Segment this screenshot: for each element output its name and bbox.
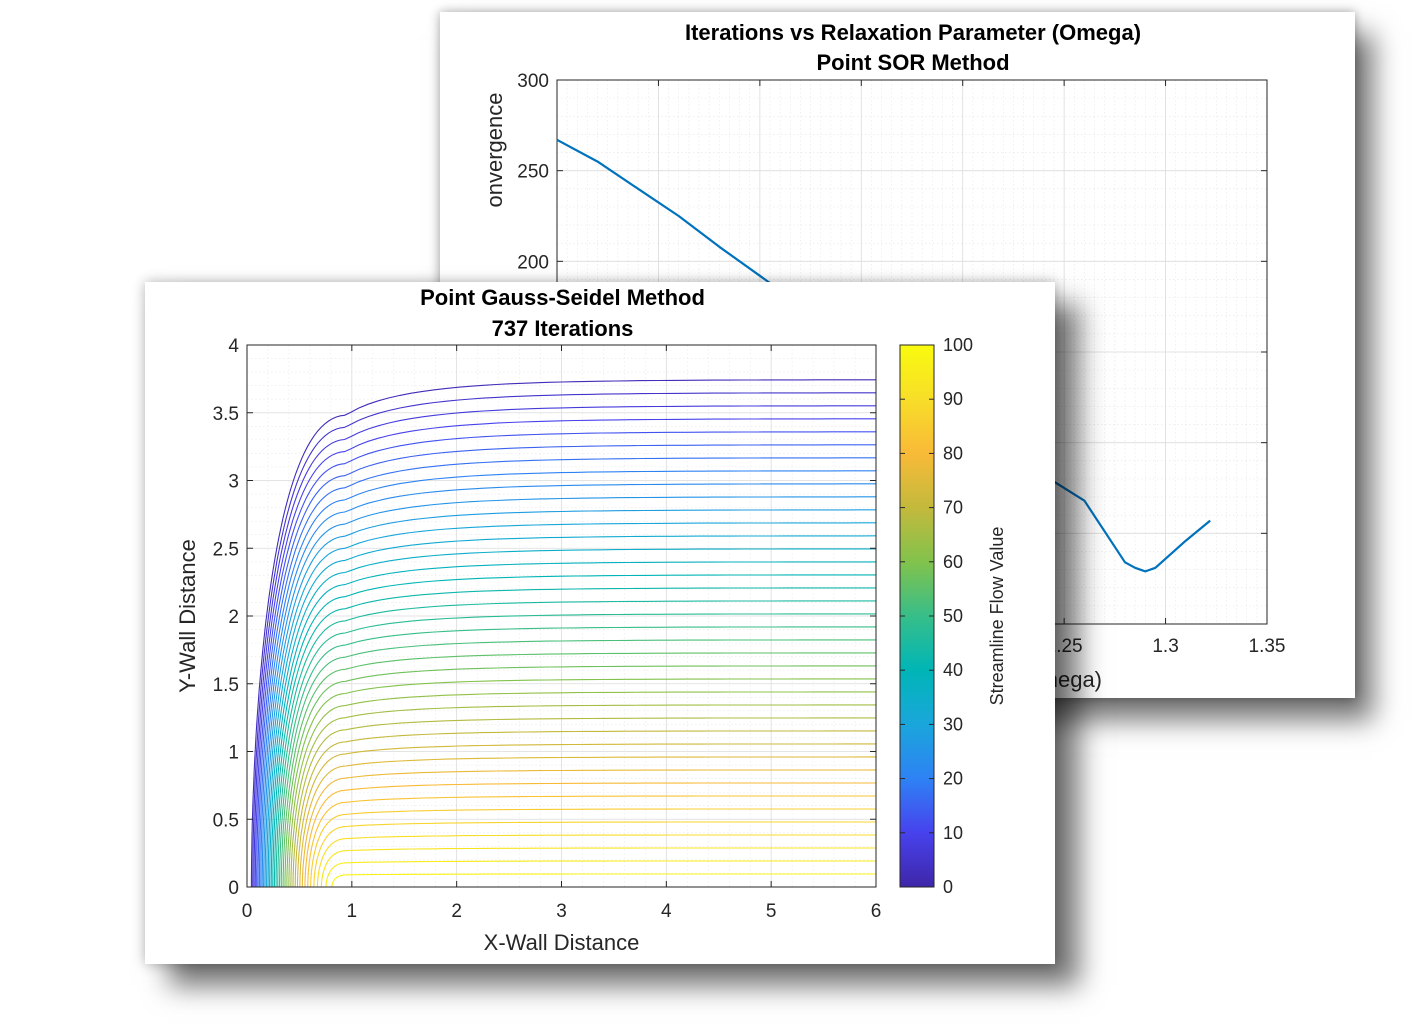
gs-contour-line <box>253 405 876 888</box>
gs-x-tick-label: 4 <box>661 901 672 922</box>
gs-contour-line <box>270 561 876 888</box>
gs-colorbar-tick-label: 100 <box>943 335 973 355</box>
gs-colorbar-tick-label: 20 <box>943 769 963 789</box>
gs-y-tick-label: 2.5 <box>213 539 239 560</box>
gs-contour-line <box>260 470 876 888</box>
gs-colorbar-tick-label: 10 <box>943 823 963 843</box>
gs-contour-line <box>273 587 876 888</box>
gs-contour-line <box>313 821 876 888</box>
gs-contour-line <box>280 639 876 888</box>
gs-contour-line <box>316 834 876 888</box>
gs-contour-line <box>331 873 876 888</box>
gs-contour-line <box>257 444 876 888</box>
gs-x-tick-label: 1 <box>347 901 358 922</box>
gs-contour-line <box>299 756 876 888</box>
gs-x-axis-label: X-Wall Distance <box>484 930 640 955</box>
gs-contour-line <box>278 626 876 888</box>
gs-contour-line <box>294 730 876 888</box>
sor-x-tick-label: 1.35 <box>1249 636 1286 657</box>
gs-colorbar-tick-label: 70 <box>943 498 963 518</box>
gs-contour-line <box>290 704 876 888</box>
gs-contour-line <box>263 496 876 888</box>
gs-contour-line <box>269 548 876 888</box>
gs-contour-line <box>275 600 876 888</box>
gs-contour-line <box>292 717 876 888</box>
gs-y-tick-label: 0 <box>228 878 239 899</box>
gs-x-tick-label: 2 <box>451 901 462 922</box>
gs-colorbar-label: Streamline Flow Value <box>987 527 1007 706</box>
gs-colorbar-tick-label: 60 <box>943 552 963 572</box>
gs-y-tick-label: 3.5 <box>213 404 239 425</box>
gs-colorbar-tick-label: 30 <box>943 714 963 734</box>
gs-colorbar-tick-label: 40 <box>943 660 963 680</box>
gs-contour-line <box>282 652 876 888</box>
sor-subtitle: Point SOR Method <box>816 50 1009 75</box>
gs-y-tick-label: 1.5 <box>213 675 239 696</box>
gs-contour-line <box>320 847 876 888</box>
gs-x-tick-label: 0 <box>242 901 253 922</box>
gs-contour-line <box>310 808 876 888</box>
gs-contour-line <box>304 782 876 888</box>
gs-x-tick-label: 5 <box>766 901 777 922</box>
gs-contour-line <box>252 392 876 888</box>
gs-x-tick-label: 3 <box>556 901 567 922</box>
gs-colorbar-tick-label: 90 <box>943 389 963 409</box>
gs-colorbar <box>899 344 935 888</box>
gs-contour-line <box>264 509 876 888</box>
gs-contour-line <box>301 769 877 888</box>
gauss-seidel-figure: 0 1 2 3 4 5 6 0 0.5 1 1.5 2 2.5 3 3.5 4 Point Gauss-Seid… <box>145 282 1055 964</box>
gs-y-tick-label: 1 <box>228 743 239 764</box>
gs-contour-line <box>261 483 876 888</box>
sor-title: Iterations vs Relaxation Parameter (Omeg… <box>685 20 1141 45</box>
gs-x-tick-label: 6 <box>871 901 882 922</box>
gs-contour-line <box>286 678 876 888</box>
gs-title: Point Gauss-Seidel Method <box>420 285 705 310</box>
gs-y-tick-label: 4 <box>228 336 239 357</box>
gs-subtitle: 737 Iterations <box>492 316 634 341</box>
gs-contour-lines <box>250 379 877 888</box>
gs-colorbar-tick-label: 50 <box>943 606 963 626</box>
sor-y-axis-label: onvergence <box>482 93 507 208</box>
sor-y-tick-label: 200 <box>517 252 549 273</box>
gs-contour-line <box>267 535 877 888</box>
gs-contour-line <box>284 665 876 888</box>
gs-contour-line <box>272 574 876 888</box>
sor-x-tick-label: 1.3 <box>1152 636 1178 657</box>
gs-contour-line <box>258 457 876 888</box>
sor-y-tick-label: 250 <box>517 162 549 183</box>
gs-colorbar-tick-label: 80 <box>943 443 963 463</box>
gs-y-tick-label: 0.5 <box>213 810 239 831</box>
gs-contour-line <box>256 431 876 888</box>
gs-contour-line <box>277 613 876 888</box>
gs-contour-line <box>266 522 876 888</box>
gs-grid <box>246 344 877 888</box>
gs-contour-line <box>296 743 876 888</box>
gs-colorbar-tick-label: 0 <box>943 877 953 897</box>
gs-contour-line <box>307 795 876 888</box>
gs-y-axis-label: Y-Wall Distance <box>175 539 200 693</box>
gs-contour-line <box>254 418 876 888</box>
gs-contour-line <box>288 691 876 888</box>
gs-y-tick-label: 2 <box>228 607 239 628</box>
gs-contour-line <box>250 379 876 888</box>
gs-contour-line <box>325 860 876 888</box>
sor-y-tick-label: 300 <box>517 71 549 92</box>
gs-y-tick-label: 3 <box>228 472 239 493</box>
